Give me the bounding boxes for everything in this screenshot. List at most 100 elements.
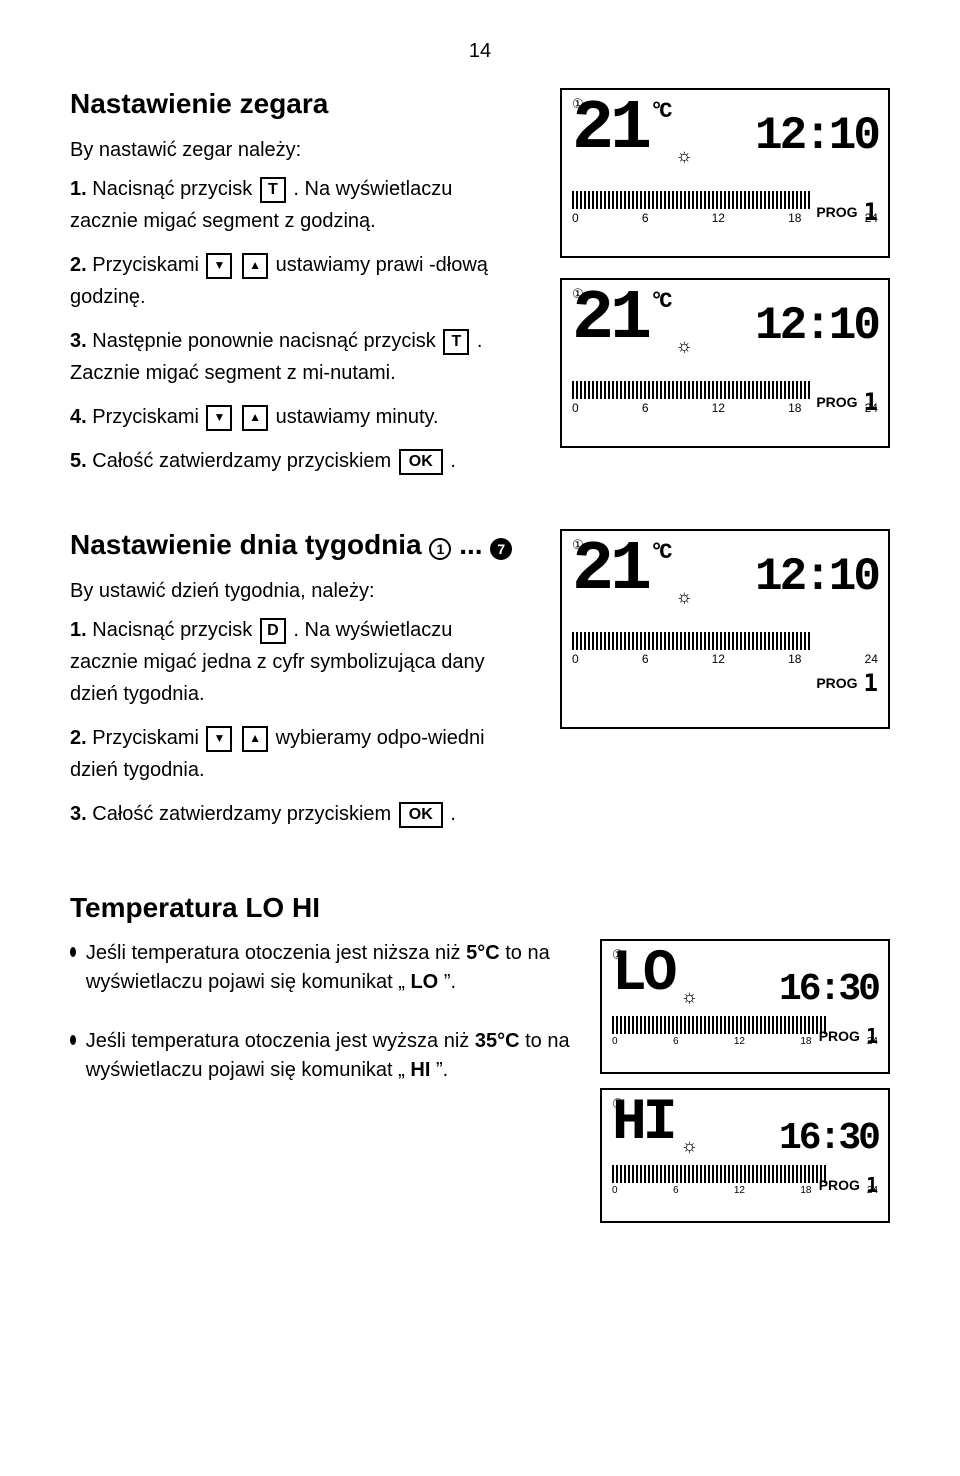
step2-1: 1. Nacisnąć przycisk D . Na wyświetlaczu… xyxy=(70,614,500,710)
scale-tick: 12 xyxy=(712,401,725,415)
prog-label: PROG 1 xyxy=(816,198,878,226)
up-button-icon xyxy=(242,726,268,752)
scale-tick: 18 xyxy=(788,652,801,666)
down-button-icon xyxy=(206,726,232,752)
scale-tick: 6 xyxy=(673,1036,679,1047)
step-text: Przyciskami xyxy=(92,254,204,276)
step-5: 5. Całość zatwierdzamy przyciskiem OK . xyxy=(70,445,500,477)
prog-text: PROG xyxy=(816,204,857,220)
prog-num: 1 xyxy=(864,388,878,416)
prog-num: 1 xyxy=(866,1173,878,1197)
scale-tick: 6 xyxy=(642,652,649,666)
scale-tick: 0 xyxy=(612,1185,618,1196)
step-num: 2. xyxy=(70,254,87,276)
section3-title: Temperatura LO HI xyxy=(70,892,890,924)
lcd-display-1: ① 21 °C ☼ 12:10 PROG 1 0 6 12 18 xyxy=(560,88,890,258)
prog-text: PROG xyxy=(816,394,857,410)
bullet-bold: 5°C xyxy=(466,942,500,964)
scale-tick: 0 xyxy=(572,211,579,225)
bullet-bold: LO xyxy=(410,971,438,993)
bullet-icon xyxy=(70,1035,76,1045)
step-4: 4. Przyciskami ustawiamy minuty. xyxy=(70,401,500,433)
day-indicator: ① xyxy=(612,947,624,963)
sun-icon: ☼ xyxy=(678,587,690,610)
step-num: 1. xyxy=(70,178,87,200)
day-7-icon: 7 xyxy=(490,538,512,560)
page-number: 14 xyxy=(70,40,890,63)
d-button-icon: D xyxy=(260,618,286,644)
clock-value: 12:10 xyxy=(755,116,878,157)
step-text: Następnie ponownie nacisnąć przycisk xyxy=(92,330,441,352)
bullet-icon xyxy=(70,947,76,957)
sun-icon: ☼ xyxy=(678,146,690,169)
day-indicator: ① xyxy=(612,1096,624,1112)
step-num: 3. xyxy=(70,330,87,352)
prog-label: PROG 1 xyxy=(819,1173,878,1197)
bullet-text: Jeśli temperatura otoczenia jest niższa … xyxy=(86,942,466,964)
scale-tick: 6 xyxy=(642,211,649,225)
scale-tick: 0 xyxy=(612,1036,618,1047)
scale-tick: 12 xyxy=(734,1185,745,1196)
clock-value: 12:10 xyxy=(755,306,878,347)
bullet-bold: 35°C xyxy=(475,1030,520,1052)
prog-text: PROG xyxy=(816,675,857,691)
step2-3: 3. Całość zatwierdzamy przyciskiem OK . xyxy=(70,798,500,830)
bullet-text: Jeśli temperatura otoczenia jest wyższa … xyxy=(86,1030,475,1052)
scale-tick: 6 xyxy=(673,1185,679,1196)
day-1-icon: 1 xyxy=(429,538,451,560)
section-weekday-setting: Nastawienie dnia tygodnia 1 ... 7 By ust… xyxy=(70,529,890,842)
down-button-icon xyxy=(206,253,232,279)
bullet-bold: HI xyxy=(410,1059,430,1081)
ok-button-icon: OK xyxy=(399,449,443,475)
prog-label: PROG 1 xyxy=(819,1024,878,1048)
temp-value: 21 °C xyxy=(572,98,668,161)
scale-tick: 24 xyxy=(865,652,878,666)
scale-tick: 0 xyxy=(572,401,579,415)
lcd-display-3: ① 21 °C ☼ 12:10 PROG 1 0 6 12 18 xyxy=(560,529,890,729)
step-text: . xyxy=(450,450,456,472)
prog-text: PROG xyxy=(819,1028,860,1044)
prog-label: PROG 1 xyxy=(816,388,878,416)
clock-value: 16:30 xyxy=(779,973,878,1007)
day-indicator: ① xyxy=(572,286,584,302)
section1-intro: By nastawić zegar należy: xyxy=(70,135,530,165)
clock-value: 12:10 xyxy=(755,557,878,598)
step-num: 2. xyxy=(70,727,87,749)
section2-intro: By ustawić dzień tygodnia, należy: xyxy=(70,576,530,606)
step-text: Nacisnąć przycisk xyxy=(92,178,258,200)
bullet-hi: Jeśli temperatura otoczenia jest wyższa … xyxy=(70,1027,580,1085)
scale-tick: 12 xyxy=(712,652,725,666)
scale-tick: 12 xyxy=(734,1036,745,1047)
temp-unit: °C xyxy=(650,292,668,312)
t-button-icon: T xyxy=(443,329,469,355)
lcd-display-lo: ① LO ☼ 16:30 PROG 1 0 6 12 18 xyxy=(600,939,890,1074)
day-indicator: ① xyxy=(572,96,584,112)
step-3: 3. Następnie ponownie nacisnąć przycisk … xyxy=(70,325,500,389)
ok-button-icon: OK xyxy=(399,802,443,828)
sun-icon: ☼ xyxy=(684,1136,696,1159)
sun-icon: ☼ xyxy=(684,987,696,1010)
step-text: Całość zatwierdzamy przyciskiem xyxy=(92,803,397,825)
step-text: . xyxy=(450,803,456,825)
step-2: 2. Przyciskami ustawiamy prawi -dłową go… xyxy=(70,249,500,313)
lcd-display-2: ① 21 °C ☼ 12:10 PROG 1 0 6 12 18 xyxy=(560,278,890,448)
scale-tick: 18 xyxy=(788,211,801,225)
step-num: 1. xyxy=(70,619,87,641)
prog-text: PROG xyxy=(819,1177,860,1193)
up-button-icon xyxy=(242,405,268,431)
scale-tick: 0 xyxy=(572,652,579,666)
sun-icon: ☼ xyxy=(678,336,690,359)
scale-tick: 18 xyxy=(800,1036,811,1047)
hour-scale: 0 6 12 18 24 xyxy=(572,652,878,666)
step-text: Przyciskami xyxy=(92,406,204,428)
temp-value: 21 °C xyxy=(572,539,668,602)
section-clock-setting: Nastawienie zegara By nastawić zegar nal… xyxy=(70,88,890,489)
bullet-lo: Jeśli temperatura otoczenia jest niższa … xyxy=(70,939,580,997)
prog-num: 1 xyxy=(864,669,878,697)
prog-num: 1 xyxy=(864,198,878,226)
step2-2: 2. Przyciskami wybieramy odpo-wiedni dzi… xyxy=(70,722,500,786)
step-num: 4. xyxy=(70,406,87,428)
prog-label: PROG 1 xyxy=(816,669,878,697)
scale-tick: 6 xyxy=(642,401,649,415)
prog-num: 1 xyxy=(866,1024,878,1048)
